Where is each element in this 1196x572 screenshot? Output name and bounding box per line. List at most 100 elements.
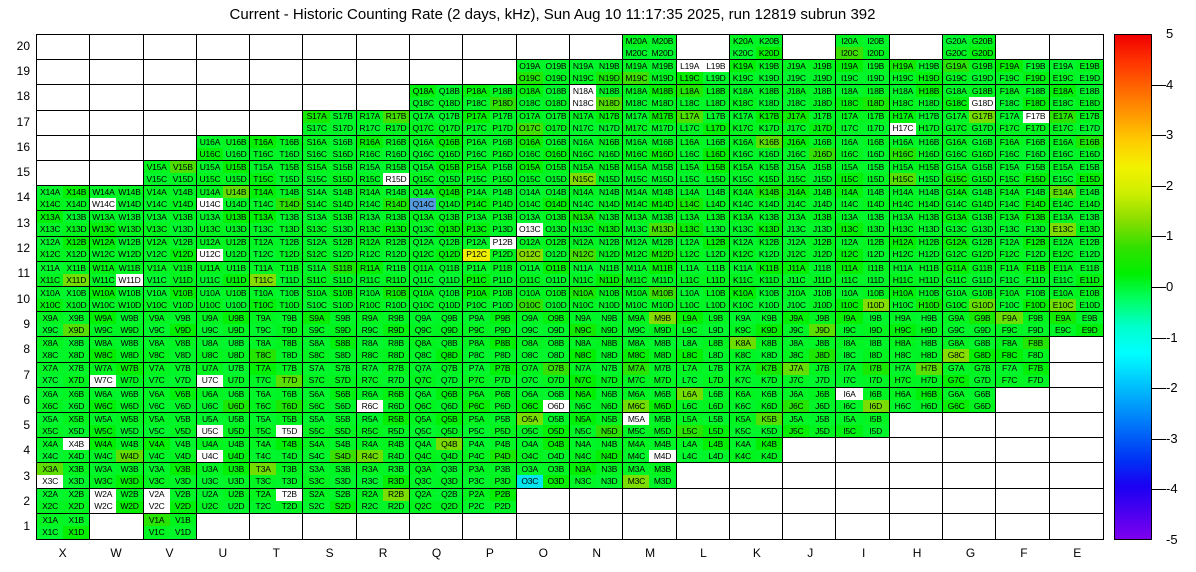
heatmap-quadrant-S8A: S8A — [303, 337, 330, 350]
heatmap-quadrant-W4A: W4A — [90, 438, 117, 451]
heatmap-quadrant-O17A: O17A — [516, 110, 543, 123]
heatmap-quadrant-P18C: P18C — [463, 97, 490, 110]
heatmap-quadrant-T14A: T14A — [250, 186, 277, 199]
heatmap-quadrant-F15C: F15C — [996, 173, 1023, 186]
heatmap-quadrant-N12D: N12D — [596, 248, 623, 261]
heatmap-quadrant-P14A: P14A — [463, 186, 490, 199]
heatmap-quadrant-O11A: O11A — [516, 261, 543, 274]
heatmap-quadrant-S16C: S16C — [303, 147, 330, 160]
heatmap-cell-empty — [90, 60, 144, 86]
heatmap-cell-S6: S6A S6B S6C S6D — [303, 387, 357, 413]
heatmap-cell-empty — [836, 438, 890, 464]
heatmap-cell-empty — [1049, 413, 1103, 439]
heatmap-quadrant-J17A: J17A — [783, 110, 810, 123]
heatmap-quadrant-M16B: M16B — [649, 135, 676, 148]
heatmap-cell-Q10: Q10A Q10B Q10C Q10D — [410, 287, 464, 313]
heatmap-quadrant-M17B: M17B — [649, 110, 676, 123]
colorbar-tick-mark — [1152, 287, 1166, 288]
y-axis-tick-10: 10 — [16, 291, 30, 306]
heatmap-quadrant-V14B: V14B — [169, 186, 196, 199]
heatmap-quadrant-N7D: N7D — [596, 374, 623, 387]
heatmap-quadrant-W14B: W14B — [116, 186, 143, 199]
heatmap-cell-F10: F10A F10B F10C F10D — [996, 287, 1050, 313]
heatmap-quadrant-V7C: V7C — [143, 374, 170, 387]
heatmap-quadrant-L12B: L12B — [702, 236, 729, 249]
heatmap-quadrant-L19B: L19B — [702, 60, 729, 73]
heatmap-quadrant-V9C: V9C — [143, 324, 170, 337]
heatmap-quadrant-U5C: U5C — [196, 425, 224, 438]
heatmap-cell-empty — [303, 60, 357, 86]
heatmap-cell-N16: N16A N16B N16C N16D — [569, 135, 624, 161]
heatmap-quadrant-S5D: S5D — [329, 425, 356, 438]
heatmap-cell-F16: F16A F16B F16C F16D — [996, 135, 1050, 161]
heatmap-quadrant-U9B: U9B — [223, 312, 250, 325]
heatmap-quadrant-N14B: N14B — [596, 186, 623, 199]
heatmap-quadrant-V11C: V11C — [143, 273, 170, 286]
heatmap-quadrant-F19C: F19C — [996, 72, 1023, 85]
heatmap-cell-U7: U7A U7B U7C U7D — [196, 362, 251, 388]
heatmap-quadrant-R7A: R7A — [356, 362, 383, 375]
heatmap-quadrant-I7D: I7D — [862, 374, 889, 387]
heatmap-quadrant-N5C: N5C — [569, 425, 597, 438]
heatmap-quadrant-N7A: N7A — [569, 362, 597, 375]
heatmap-cell-L13: L13A L13B L13C L13D — [676, 211, 730, 237]
heatmap-quadrant-I5A: I5A — [836, 413, 863, 426]
heatmap-quadrant-F12D: F12D — [1022, 248, 1049, 261]
heatmap-quadrant-M13C: M13C — [623, 223, 650, 236]
heatmap-quadrant-K4C: K4C — [729, 450, 757, 463]
heatmap-quadrant-I5C: I5C — [836, 425, 863, 438]
heatmap-cell-H11: H11A H11B H11C H11D — [889, 261, 944, 287]
heatmap-quadrant-S15C: S15C — [303, 173, 330, 186]
heatmap-cell-U16: U16A U16B U16C U16D — [196, 135, 251, 161]
heatmap-cell-L10: L10A L10B L10C L10D — [676, 287, 730, 313]
heatmap-cell-X11: X11A X11B X11C X11D — [37, 261, 91, 287]
heatmap-cell-X14: X14A X14B X14C X14D — [37, 186, 91, 212]
heatmap-quadrant-Q12A: Q12A — [410, 236, 437, 249]
heatmap-quadrant-I11A: I11A — [836, 261, 863, 274]
heatmap-quadrant-W9D: W9D — [116, 324, 143, 337]
heatmap-quadrant-E16B: E16B — [1076, 135, 1103, 148]
heatmap-quadrant-Q6A: Q6A — [410, 387, 437, 400]
heatmap-quadrant-M11A: M11A — [623, 261, 650, 274]
heatmap-cell-S16: S16A S16B S16C S16D — [303, 135, 357, 161]
heatmap-cell-empty — [676, 35, 730, 61]
heatmap-quadrant-M5C: M5C — [623, 425, 650, 438]
heatmap-quadrant-P18D: P18D — [489, 97, 516, 110]
heatmap-cell-T8: T8A T8B T8C T8D — [250, 337, 304, 363]
heatmap-quadrant-L13C: L13C — [676, 223, 703, 236]
heatmap-quadrant-X11A: X11A — [37, 261, 64, 274]
heatmap-quadrant-W5D: W5D — [116, 425, 143, 438]
heatmap-quadrant-J17C: J17C — [783, 122, 810, 135]
heatmap-quadrant-G10A: G10A — [943, 287, 970, 300]
heatmap-cell-V2: V2A V2B V2C V2D — [143, 488, 197, 514]
heatmap-quadrant-T4C: T4C — [250, 450, 277, 463]
heatmap-cell-H6: H6A H6B H6C H6D — [889, 387, 944, 413]
heatmap-quadrant-W12C: W12C — [90, 248, 117, 261]
heatmap-quadrant-I19D: I19D — [862, 72, 889, 85]
heatmap-quadrant-X4B: X4B — [63, 438, 90, 451]
heatmap-quadrant-F12A: F12A — [996, 236, 1023, 249]
heatmap-quadrant-F12C: F12C — [996, 248, 1023, 261]
heatmap-quadrant-N16D: N16D — [596, 147, 623, 160]
heatmap-cell-I13: I13A I13B I13C I13D — [836, 211, 890, 237]
heatmap-quadrant-I8C: I8C — [836, 349, 863, 362]
y-axis-tick-1: 1 — [23, 519, 30, 534]
heatmap-quadrant-F7A: F7A — [996, 362, 1023, 375]
heatmap-cell-R4: R4A R4B R4C R4D — [356, 438, 411, 464]
heatmap-cell-M12: M12A M12B M12C M12D — [623, 236, 677, 262]
heatmap-quadrant-X7D: X7D — [63, 374, 90, 387]
heatmap-cell-T7: T7A T7B T7C T7D — [250, 362, 304, 388]
heatmap-cell-O6: O6A O6B O6C O6D — [516, 387, 570, 413]
heatmap-quadrant-U13D: U13D — [223, 223, 250, 236]
heatmap-quadrant-M16C: M16C — [623, 147, 650, 160]
heatmap-quadrant-E19D: E19D — [1076, 72, 1103, 85]
heatmap-quadrant-H6D: H6D — [915, 399, 943, 412]
heatmap-quadrant-Q11C: Q11C — [410, 273, 437, 286]
heatmap-quadrant-N18B: N18B — [596, 85, 623, 98]
heatmap-quadrant-Q14B: Q14B — [436, 186, 463, 199]
heatmap-quadrant-E10D: E10D — [1076, 299, 1103, 312]
heatmap-quadrant-U13B: U13B — [223, 211, 250, 224]
heatmap-quadrant-E16C: E16C — [1049, 147, 1077, 160]
heatmap-quadrant-R17B: R17B — [382, 110, 410, 123]
heatmap-quadrant-L5B: L5B — [702, 413, 729, 426]
